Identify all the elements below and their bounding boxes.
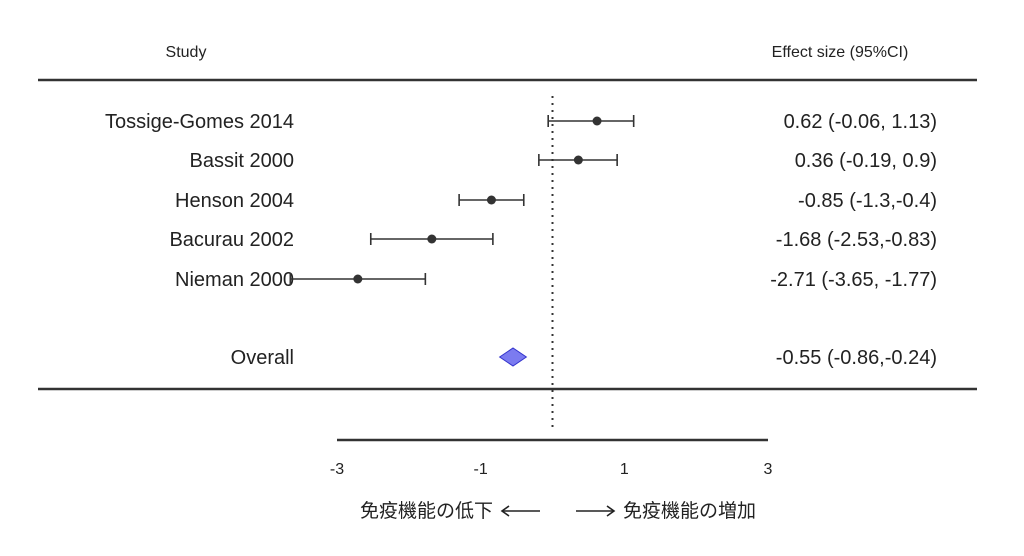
overall-label: Overall — [231, 347, 294, 369]
direction-label-left: 免疫機能の低下 — [360, 500, 493, 522]
direction-label-right: 免疫機能の増加 — [623, 500, 756, 522]
x-tick-label: 3 — [764, 461, 773, 478]
effect-size-label: -1.68 (-2.53,-0.83) — [776, 229, 937, 251]
effect-size-label: -2.71 (-3.65, -1.77) — [770, 269, 937, 291]
study-name: Nieman 2000 — [175, 269, 294, 291]
effect-size-label: -0.85 (-1.3,-0.4) — [798, 190, 937, 212]
overall-diamond — [498, 347, 528, 367]
x-tick-label: -3 — [330, 461, 344, 478]
study-name: Bacurau 2002 — [169, 229, 294, 251]
study-row: Bacurau 2002 -1.68 (-2.53,-0.83) — [169, 229, 937, 251]
point-estimate — [427, 234, 437, 244]
left-arrow — [500, 505, 540, 517]
study-name: Bassit 2000 — [189, 150, 294, 172]
study-name: Tossige-Gomes 2014 — [105, 111, 294, 133]
study-column-header: Study — [166, 44, 207, 61]
effect-column-header: Effect size (95%CI) — [772, 44, 909, 61]
study-row: Bassit 2000 0.36 (-0.19, 0.9) — [189, 150, 937, 172]
overall-effect-label: -0.55 (-0.86,-0.24) — [776, 347, 937, 369]
point-estimate — [592, 116, 602, 126]
study-row: Henson 2004 -0.85 (-1.3,-0.4) — [175, 190, 937, 212]
point-estimate — [353, 274, 363, 284]
effect-size-label: 0.36 (-0.19, 0.9) — [795, 150, 937, 172]
study-name: Henson 2004 — [175, 190, 294, 212]
effect-size-label: 0.62 (-0.06, 1.13) — [784, 111, 937, 133]
study-row: Nieman 2000 -2.71 (-3.65, -1.77) — [175, 269, 937, 291]
x-tick-label: -1 — [474, 461, 488, 478]
study-row: Tossige-Gomes 2014 0.62 (-0.06, 1.13) — [105, 111, 937, 133]
point-estimate — [486, 195, 496, 205]
right-arrow — [576, 505, 616, 517]
overall-row: Overall -0.55 (-0.86,-0.24) — [231, 347, 937, 369]
x-tick-label: 1 — [620, 461, 629, 478]
point-estimate — [573, 155, 583, 165]
